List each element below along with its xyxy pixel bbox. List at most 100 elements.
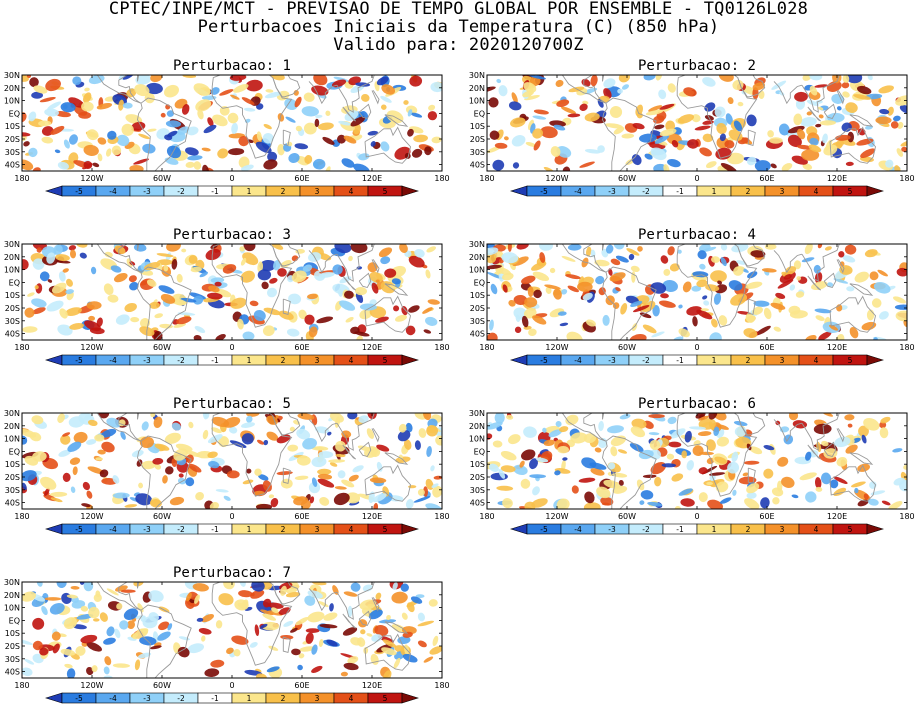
colorbar-label: -2 — [642, 187, 650, 196]
colorbar-label: 2 — [746, 356, 751, 365]
lat-tick-label: 40S — [470, 499, 485, 508]
lon-tick-label: 60E — [759, 174, 774, 183]
colorbar-arrow-right — [866, 523, 885, 535]
colorbar-label: -4 — [574, 525, 582, 534]
lon-tick-label: 180 — [434, 174, 449, 183]
lon-tick-label: 60E — [294, 681, 309, 690]
lon-tick-label: 60E — [294, 512, 309, 521]
lon-tick-label: 60W — [153, 512, 171, 521]
lon-tick-label: 60E — [759, 512, 774, 521]
colorbar-label: -4 — [109, 525, 117, 534]
coastline-outlines — [501, 413, 876, 509]
lon-tick-label: 120W — [545, 174, 568, 183]
lat-tick-label: 20S — [5, 135, 20, 144]
temperature-perturbation-field — [22, 244, 440, 340]
colorbar-label: -1 — [211, 694, 219, 703]
map-panel-6: 30N 20N 10N EQ 10S 20S 30S 40S 180 120W 60W 0 60E 120… — [469, 409, 915, 535]
colorbar-arrow-left — [509, 354, 528, 366]
map-panel-3: 30N 20N 10N EQ 10S 20S 30S 40S 180 120W 60W 0 60E 120… — [4, 240, 450, 366]
panel-title-1: Perturbacao: 1 — [172, 58, 291, 74]
colorbar-label: 5 — [383, 356, 388, 365]
lat-tick-label: 40S — [5, 161, 20, 170]
lon-tick-label: 180 — [14, 512, 29, 521]
lon-tick-label: 180 — [479, 174, 494, 183]
colorbar: -5 -4 -3 -2 -1 1 2 3 4 5 — [509, 185, 885, 197]
colorbar-label: -3 — [143, 694, 151, 703]
lon-tick-label: 120E — [362, 343, 382, 352]
lat-tick-label: 40S — [5, 499, 20, 508]
lat-tick-label: EQ — [474, 447, 485, 456]
colorbar-label: -4 — [109, 187, 117, 196]
lon-tick-label: 180 — [434, 343, 449, 352]
lon-tick-label: 120W — [80, 343, 103, 352]
lon-tick-label: 60W — [153, 681, 171, 690]
colorbar-label: -3 — [143, 356, 151, 365]
colorbar-label: 2 — [281, 187, 286, 196]
colorbar-label: 1 — [247, 356, 252, 365]
colorbar-arrow-right — [866, 185, 885, 197]
colorbar-label: 1 — [247, 694, 252, 703]
colorbar-label: -2 — [642, 356, 650, 365]
lon-tick-label: 180 — [14, 343, 29, 352]
temperature-perturbation-field — [22, 75, 442, 171]
colorbar-label: 1 — [247, 187, 252, 196]
lat-tick-label: 30N — [4, 71, 20, 80]
lat-tick-label: 20N — [469, 422, 485, 431]
colorbar-arrow-left — [509, 185, 528, 197]
colorbar-label: -5 — [75, 694, 83, 703]
temperature-perturbation-field — [487, 413, 907, 509]
colorbar-label: 4 — [349, 525, 354, 534]
colorbar-label: 1 — [712, 525, 717, 534]
colorbar-label: -1 — [676, 525, 684, 534]
colorbar-label: -2 — [177, 525, 185, 534]
lon-tick-label: 60E — [294, 174, 309, 183]
colorbar: -5 -4 -3 -2 -1 1 2 3 4 5 — [509, 354, 885, 366]
colorbar-label: -2 — [177, 694, 185, 703]
colorbar-label: 5 — [383, 694, 388, 703]
colorbar-label: 2 — [281, 525, 286, 534]
lat-tick-label: 20N — [4, 84, 20, 93]
lat-tick-label: 20N — [469, 84, 485, 93]
colorbar-label: -1 — [211, 187, 219, 196]
lon-tick-label: 180 — [899, 174, 914, 183]
lat-tick-label: 20S — [5, 642, 20, 651]
colorbar: -5 -4 -3 -2 -1 1 2 3 4 5 — [44, 354, 420, 366]
colorbar: -5 -4 -3 -2 -1 1 2 3 4 5 — [44, 692, 420, 704]
lat-tick-label: EQ — [9, 278, 20, 287]
lat-tick-label: 20S — [470, 304, 485, 313]
colorbar-label: 4 — [349, 356, 354, 365]
lat-tick-label: 10N — [4, 266, 20, 275]
lat-tick-label: 20S — [470, 135, 485, 144]
colorbar-label: 4 — [349, 187, 354, 196]
coastline-outlines — [36, 413, 411, 509]
lon-tick-label: 120E — [827, 343, 847, 352]
colorbar: -5 -4 -3 -2 -1 1 2 3 4 5 — [44, 523, 420, 535]
colorbar-label: -5 — [540, 187, 548, 196]
lon-tick-label: 0 — [229, 174, 234, 183]
colorbar-label: -5 — [75, 356, 83, 365]
lon-tick-label: 180 — [14, 174, 29, 183]
lat-tick-label: EQ — [474, 109, 485, 118]
colorbar-label: 2 — [746, 525, 751, 534]
colorbar-label: -4 — [574, 356, 582, 365]
panel-title-3: Perturbacao: 3 — [172, 227, 291, 243]
lat-tick-label: 10S — [470, 122, 485, 131]
colorbar-label: 4 — [814, 356, 819, 365]
lon-tick-label: 60W — [153, 343, 171, 352]
colorbar-label: -1 — [211, 356, 219, 365]
lon-tick-label: 0 — [694, 512, 699, 521]
colorbar-label: -1 — [676, 356, 684, 365]
lon-tick-label: 120E — [827, 512, 847, 521]
map-panel-2: 30N 20N 10N EQ 10S 20S 30S 40S 180 120W 60W 0 60E 120… — [469, 71, 915, 197]
panel-title-6: Perturbacao: 6 — [637, 396, 756, 412]
lat-tick-label: 30S — [5, 655, 20, 664]
lon-tick-label: 180 — [479, 512, 494, 521]
colorbar-label: -3 — [608, 356, 616, 365]
lat-tick-label: 10S — [470, 460, 485, 469]
lat-tick-label: 30N — [4, 240, 20, 249]
colorbar-label: 5 — [848, 356, 853, 365]
lat-tick-label: 40S — [470, 330, 485, 339]
colorbar-label: -3 — [143, 525, 151, 534]
lon-tick-label: 0 — [694, 343, 699, 352]
lat-tick-label: 10N — [4, 435, 20, 444]
